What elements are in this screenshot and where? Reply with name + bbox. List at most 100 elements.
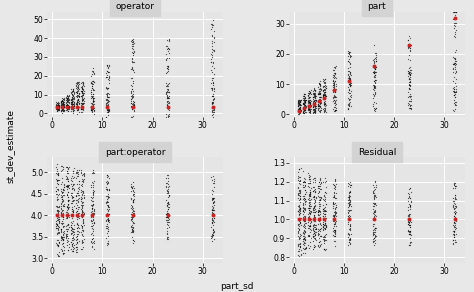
Point xyxy=(88,202,95,207)
Point xyxy=(309,224,317,229)
Point xyxy=(64,105,71,109)
Point xyxy=(63,103,70,107)
Point xyxy=(89,198,96,203)
Point xyxy=(129,238,137,243)
Point xyxy=(296,220,304,224)
Point xyxy=(451,55,459,60)
Point xyxy=(406,229,414,234)
Point xyxy=(57,234,65,239)
Point xyxy=(321,208,328,213)
Point xyxy=(69,97,76,102)
Point xyxy=(319,216,327,221)
Point xyxy=(301,246,308,251)
Point xyxy=(317,100,325,105)
Point xyxy=(89,69,96,73)
Point xyxy=(344,103,352,107)
Point xyxy=(345,210,352,215)
Point xyxy=(209,105,217,109)
Point xyxy=(310,215,318,220)
Point xyxy=(319,88,327,93)
Point xyxy=(54,106,62,111)
Point xyxy=(304,99,312,104)
Point xyxy=(405,243,413,247)
Point xyxy=(404,56,412,61)
Point xyxy=(304,215,312,220)
Point xyxy=(371,63,378,67)
Point xyxy=(319,106,327,111)
Point xyxy=(370,71,378,76)
Point xyxy=(59,232,66,237)
Point xyxy=(103,100,111,105)
Point xyxy=(102,91,110,96)
Point xyxy=(306,193,314,198)
Point xyxy=(320,206,328,211)
Point xyxy=(89,79,97,83)
Point xyxy=(59,250,66,255)
Point xyxy=(88,105,95,109)
Point xyxy=(209,218,217,223)
Point xyxy=(309,95,317,100)
Point xyxy=(452,77,460,81)
Point xyxy=(346,91,354,95)
Point xyxy=(407,99,414,104)
Point xyxy=(314,194,322,198)
Point xyxy=(128,204,136,208)
Point xyxy=(208,59,215,64)
Point xyxy=(57,221,65,226)
Point xyxy=(311,107,319,112)
Point xyxy=(451,183,459,188)
Point xyxy=(55,225,62,229)
Point xyxy=(452,205,460,210)
Point xyxy=(294,226,302,230)
Point xyxy=(370,66,377,71)
Point xyxy=(295,107,302,112)
Point xyxy=(314,242,322,247)
Point xyxy=(68,103,76,107)
Point xyxy=(406,186,413,190)
Point xyxy=(295,254,302,258)
Point xyxy=(301,199,309,204)
Point xyxy=(330,93,338,98)
Point xyxy=(310,207,317,212)
Point xyxy=(77,105,85,110)
Point xyxy=(332,75,339,80)
Point xyxy=(315,198,323,203)
Point xyxy=(311,227,319,231)
Point xyxy=(103,98,110,102)
Point xyxy=(63,232,70,237)
Point xyxy=(314,91,322,96)
Point xyxy=(68,107,75,111)
Point xyxy=(78,105,85,109)
Point xyxy=(164,46,172,51)
Point xyxy=(294,103,302,108)
Point xyxy=(330,86,338,90)
Point xyxy=(306,91,314,95)
Point xyxy=(58,190,65,194)
Point xyxy=(294,208,302,213)
Point xyxy=(129,51,137,55)
Point xyxy=(74,104,82,109)
Point xyxy=(79,181,86,186)
Point xyxy=(407,107,415,111)
Point xyxy=(305,234,312,239)
Point xyxy=(210,227,217,232)
Point xyxy=(59,107,67,112)
Point xyxy=(305,177,312,182)
Point xyxy=(344,232,352,236)
Point xyxy=(59,98,66,102)
Point xyxy=(317,218,324,222)
Point xyxy=(128,107,136,111)
Point xyxy=(104,70,112,75)
Point xyxy=(346,223,354,227)
Point xyxy=(128,227,136,231)
Point xyxy=(69,99,76,104)
Point xyxy=(296,188,303,193)
Point xyxy=(105,78,112,83)
Point xyxy=(310,206,317,210)
Point xyxy=(77,107,85,112)
Point xyxy=(369,190,377,195)
Point xyxy=(210,199,218,203)
Point xyxy=(372,79,379,84)
Point xyxy=(74,93,82,98)
Point xyxy=(304,107,312,112)
